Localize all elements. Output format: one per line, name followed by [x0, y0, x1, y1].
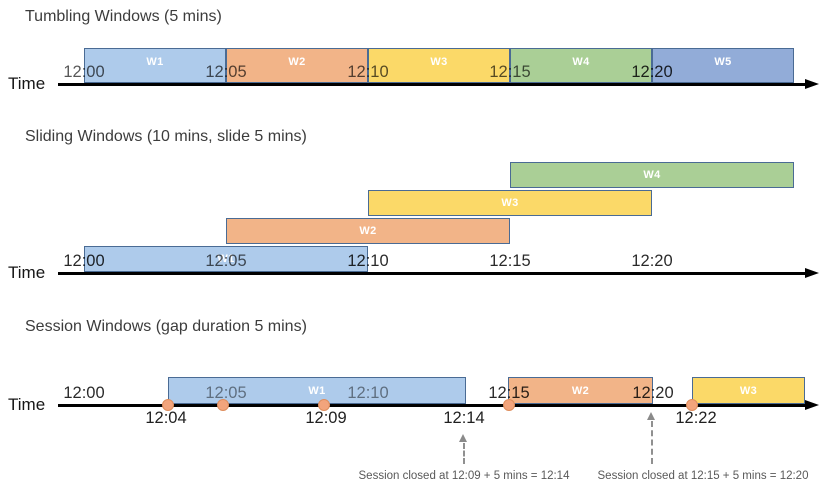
- window-label: W1: [308, 384, 326, 397]
- tumbling-tick-12-05: 12:05: [205, 63, 247, 81]
- session-window-w1: W1: [168, 377, 466, 404]
- event-dot: [162, 399, 174, 411]
- dashed-arrow-icon: [459, 434, 467, 442]
- session-tick-12-05: 12:05: [205, 384, 247, 402]
- tumbling-tick-12-15: 12:15: [489, 63, 531, 81]
- session-closed-annotation-1: Session closed at 12:09 + 5 mins = 12:14: [358, 470, 570, 482]
- tumbling-window-w4: W4: [510, 48, 652, 83]
- sliding-time-axis-label: Time: [8, 263, 46, 282]
- session-axis-arrow-icon: [805, 400, 819, 410]
- window-label: W4: [572, 56, 590, 68]
- session-time-axis-label: Time: [8, 395, 46, 414]
- sliding-window-w2: W2: [226, 218, 510, 244]
- event-time-label-12-09: 12:09: [305, 409, 347, 427]
- tumbling-window-w3: W3: [368, 48, 510, 83]
- session-window-w2: W2: [508, 377, 653, 404]
- dashed-arrow-line: [463, 443, 465, 464]
- session-window-w3: W3: [692, 377, 805, 404]
- event-dot: [318, 399, 330, 411]
- sliding-tick-12-05: 12:05: [205, 252, 247, 270]
- sliding-window-w4: W4: [510, 162, 794, 188]
- session-tick-12-00: 12:00: [63, 384, 105, 402]
- sliding-tick-12-10: 12:10: [347, 252, 389, 270]
- tumbling-tick-12-00: 12:00: [63, 63, 105, 81]
- sliding-tick-12-00: 12:00: [63, 252, 105, 270]
- sliding-axis-arrow-icon: [805, 268, 819, 278]
- dashed-arrow-line: [651, 421, 653, 464]
- window-label: W1: [146, 56, 164, 68]
- event-time-label-12-04: 12:04: [145, 409, 187, 427]
- window-label: W2: [288, 56, 306, 68]
- session-tick-12-15: 12:15: [488, 384, 530, 402]
- session-tick-12-20: 12:20: [632, 384, 674, 402]
- session-title: Session Windows (gap duration 5 mins): [25, 318, 307, 335]
- window-label: W3: [501, 197, 519, 209]
- sliding-title: Sliding Windows (10 mins, slide 5 mins): [25, 128, 307, 145]
- tumbling-axis-arrow-icon: [805, 79, 819, 89]
- dashed-arrow-icon: [647, 412, 655, 420]
- tumbling-time-axis-label: Time: [8, 74, 46, 93]
- event-time-label-12-14: 12:14: [443, 409, 485, 427]
- tumbling-window-w5: W5: [652, 48, 794, 83]
- event-dot: [217, 399, 229, 411]
- window-label: W3: [739, 384, 758, 397]
- event-time-label-12-22: 12:22: [675, 409, 717, 427]
- sliding-tick-12-15: 12:15: [489, 252, 531, 270]
- event-dot: [686, 399, 698, 411]
- session-closed-annotation-2: Session closed at 12:15 + 5 mins = 12:20: [597, 470, 809, 482]
- window-label: W4: [643, 169, 661, 181]
- tumbling-window-w1: W1: [84, 48, 226, 83]
- window-label: W2: [359, 225, 377, 237]
- window-label: W1: [217, 253, 235, 265]
- sliding-axis-line: [58, 272, 807, 275]
- tumbling-title: Tumbling Windows (5 mins): [25, 8, 222, 25]
- tumbling-tick-12-10: 12:10: [347, 63, 389, 81]
- window-label: W3: [430, 56, 448, 68]
- session-tick-12-10: 12:10: [347, 384, 389, 402]
- tumbling-axis-line: [58, 83, 807, 86]
- sliding-window-w3: W3: [368, 190, 652, 216]
- window-label: W2: [571, 384, 590, 397]
- session-axis-line: [58, 404, 807, 407]
- sliding-window-w1: W1: [84, 246, 368, 272]
- sliding-tick-12-20: 12:20: [631, 252, 673, 270]
- tumbling-tick-12-20: 12:20: [631, 63, 673, 81]
- tumbling-window-w2: W2: [226, 48, 368, 83]
- event-dot: [503, 399, 515, 411]
- window-label: W5: [714, 56, 732, 68]
